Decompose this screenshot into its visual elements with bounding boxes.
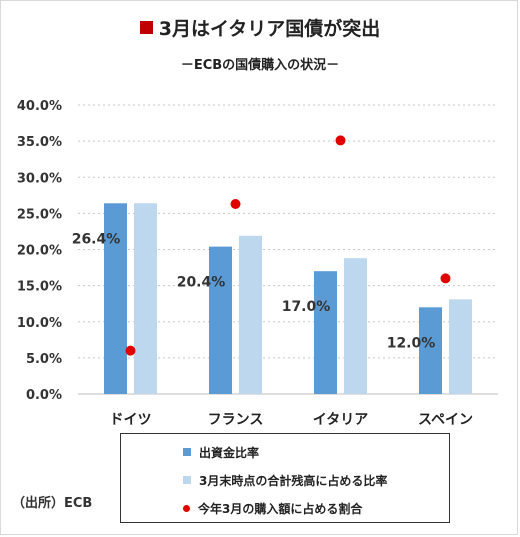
- title-square-icon: [139, 21, 153, 34]
- x-tick-label: ドイツ: [110, 412, 152, 428]
- legend-item-outstanding-share: 3月末時点の合計残高に占める比率: [183, 472, 387, 489]
- data-label: 12.0%: [387, 335, 436, 351]
- bar: [449, 299, 472, 394]
- data-label: 17.0%: [282, 299, 331, 315]
- point: [230, 198, 241, 209]
- y-tick-label: 5.0%: [26, 352, 62, 367]
- x-tick-label: イタリア: [313, 412, 368, 428]
- legend: 出資金比率 3月末時点の合計残高に占める比率 今年3月の購入額に占める割合: [120, 433, 450, 523]
- legend-item-capital-key: 出資金比率: [183, 444, 259, 461]
- y-tick-label: 10.0%: [17, 316, 62, 331]
- y-tick-label: 25.0%: [17, 207, 62, 222]
- source-note: （出所）ECB: [12, 496, 93, 511]
- legend-swatch: [183, 448, 191, 456]
- bars: [104, 203, 472, 394]
- bar: [239, 235, 262, 394]
- point: [125, 345, 136, 356]
- legend-label: 出資金比率: [199, 446, 260, 460]
- data-label: 20.4%: [177, 275, 226, 291]
- y-tick-label: 40.0%: [17, 99, 62, 114]
- y-axis-ticks: 0.0% 5.0% 10.0% 15.0% 20.0% 25.0% 30.0% 35.0% 40…: [17, 99, 62, 403]
- y-tick-label: 0.0%: [26, 388, 62, 403]
- data-labels: 26.4% 20.4% 17.0% 12.0%: [72, 231, 436, 351]
- chart-subtitle: －ECBの国債購入の状況－: [180, 58, 340, 73]
- category-labels: ドイツ フランス イタリア スペイン: [110, 412, 474, 428]
- x-tick-label: スペイン: [418, 412, 473, 428]
- points: [125, 135, 451, 356]
- bar: [314, 271, 337, 394]
- bar: [344, 258, 367, 394]
- chart-title: 3月はイタリア国債が突出: [0, 14, 520, 41]
- y-tick-label: 35.0%: [17, 135, 62, 150]
- bar: [134, 203, 157, 394]
- legend-label: 今年3月の購入額に占める割合: [198, 502, 363, 516]
- legend-item-march-share: 今年3月の購入額に占める割合: [183, 500, 362, 517]
- bar: [209, 246, 232, 394]
- y-tick-label: 15.0%: [17, 280, 62, 295]
- bar: [419, 307, 442, 394]
- y-tick-label: 30.0%: [17, 171, 62, 186]
- point: [440, 273, 451, 284]
- bar: [104, 203, 127, 394]
- legend-label: 3月末時点の合計残高に占める比率: [199, 474, 388, 488]
- x-tick-label: フランス: [208, 412, 264, 428]
- legend-swatch: [183, 476, 191, 484]
- y-tick-label: 20.0%: [17, 244, 62, 259]
- point: [335, 135, 346, 146]
- legend-dot: [183, 505, 190, 512]
- data-label: 26.4%: [72, 231, 121, 247]
- chart-title-text: 3月はイタリア国債が突出: [158, 18, 381, 40]
